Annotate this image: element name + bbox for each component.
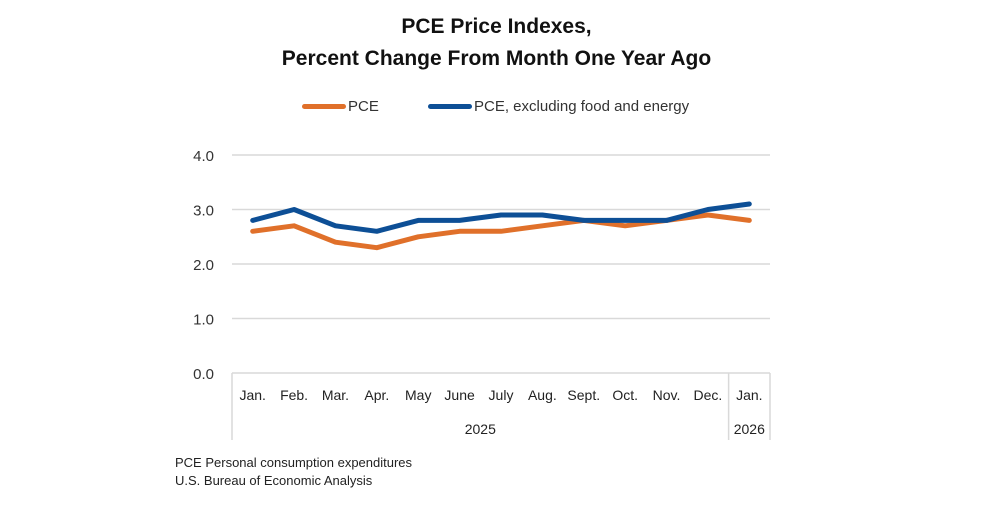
legend-item-core: PCE, excluding food and energy <box>428 96 689 116</box>
footnote-source: U.S. Bureau of Economic Analysis <box>175 473 373 488</box>
x-tick-label: Oct. <box>612 387 638 403</box>
legend-item-pce: PCE <box>302 96 379 116</box>
chart-title: PCE Price Indexes, <box>401 15 592 38</box>
x-tick-label: Feb. <box>280 387 308 403</box>
chart-subtitle: Percent Change From Month One Year Ago <box>281 47 712 70</box>
x-tick-label: Sept. <box>567 387 600 403</box>
x-tick-label: Mar. <box>322 387 349 403</box>
x-tick-label: Apr. <box>364 387 389 403</box>
legend-label-core: PCE, excluding food and energy <box>474 97 690 115</box>
footnote-definition: PCE Personal consumption expenditures <box>175 455 413 470</box>
x-tick-label: Aug. <box>528 387 557 403</box>
y-tick-label: 0.0 <box>193 366 214 383</box>
x-tick-label: Jan. <box>736 387 762 403</box>
y-tick-label: 3.0 <box>193 203 214 220</box>
x-tick-label: May <box>405 387 431 403</box>
y-tick-label: 2.0 <box>193 257 214 274</box>
series-line-core <box>250 201 752 234</box>
legend-swatch-pce <box>302 103 346 109</box>
y-tick-label: 4.0 <box>193 148 214 165</box>
x-tick-label: July <box>489 387 514 403</box>
year-label: 2025 <box>465 421 496 437</box>
year-label: 2026 <box>734 421 765 437</box>
legend-swatch-core <box>428 103 472 109</box>
x-tick-label: Jan. <box>239 387 265 403</box>
x-tick-label: Nov. <box>653 387 681 403</box>
legend-label-pce: PCE <box>348 97 379 115</box>
y-tick-label: 1.0 <box>193 312 214 329</box>
x-tick-label: Dec. <box>694 387 723 403</box>
x-tick-label: June <box>444 387 475 403</box>
